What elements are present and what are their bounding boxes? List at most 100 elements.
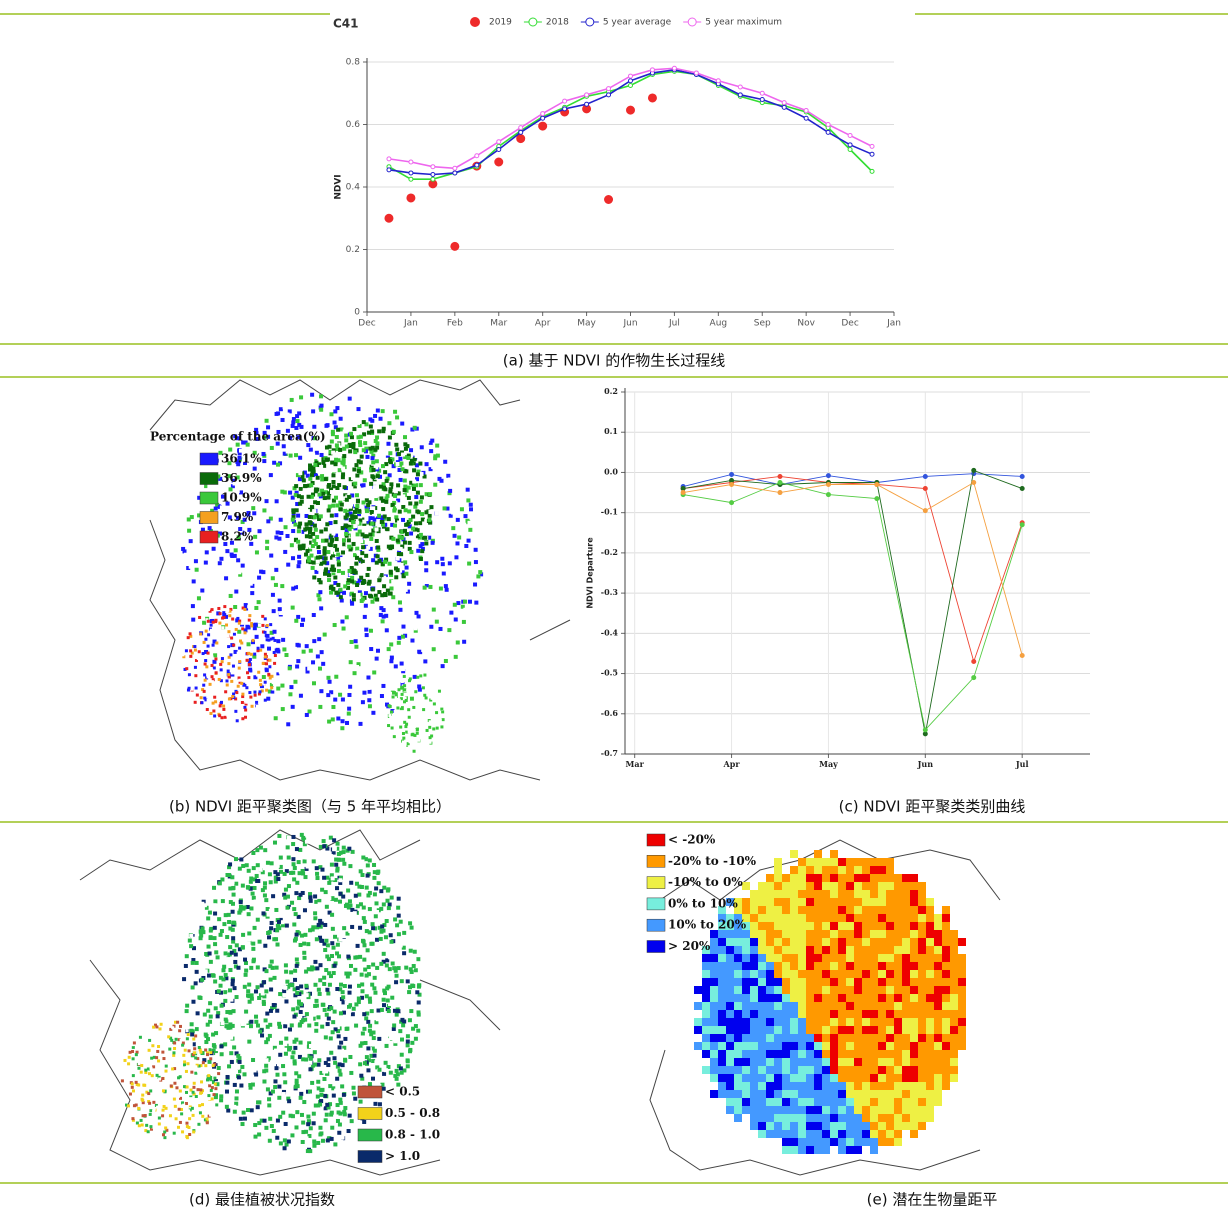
map-pixel xyxy=(321,1003,325,1007)
map-pixel xyxy=(291,420,295,424)
map-pixel xyxy=(235,691,238,694)
map-pixel xyxy=(189,649,192,652)
map-pixel xyxy=(389,933,393,937)
map-pixel xyxy=(347,1091,351,1095)
map-pixel xyxy=(774,1074,782,1082)
map-pixel xyxy=(774,1066,782,1074)
map-pixel xyxy=(894,1058,902,1066)
map-pixel xyxy=(429,449,433,453)
map-pixel xyxy=(381,529,385,533)
map-pixel xyxy=(300,623,304,627)
map-pixel xyxy=(427,518,431,522)
map-pixel xyxy=(406,522,410,526)
map-pixel xyxy=(430,549,434,553)
map-pixel xyxy=(251,947,255,951)
map-pixel xyxy=(315,455,319,459)
y-tick-label: -0.5 xyxy=(601,668,618,678)
map-pixel xyxy=(301,836,305,840)
map-pixel xyxy=(742,938,750,946)
map-pixel xyxy=(806,1090,814,1098)
map-pixel xyxy=(421,620,425,624)
map-pixel xyxy=(774,1122,782,1130)
map-pixel xyxy=(301,1121,305,1125)
map-pixel xyxy=(220,701,223,704)
map-pixel xyxy=(313,515,317,519)
map-pixel xyxy=(345,1001,349,1005)
map-pixel xyxy=(225,624,228,627)
map-pixel xyxy=(331,1030,335,1034)
map-pixel xyxy=(326,693,330,697)
map-pixel xyxy=(758,890,766,898)
map-pixel xyxy=(766,1066,774,1074)
map-pixel xyxy=(830,914,838,922)
map-pixel xyxy=(798,1034,806,1042)
map-pixel xyxy=(453,603,457,607)
map-pixel xyxy=(408,716,411,719)
map-pixel xyxy=(293,866,297,870)
map-pixel xyxy=(414,483,418,487)
map-pixel xyxy=(456,601,460,605)
map-pixel xyxy=(375,938,379,942)
map-pixel xyxy=(291,857,295,861)
map-pixel xyxy=(189,944,193,948)
map-pixel xyxy=(329,591,333,595)
map-pixel xyxy=(262,452,266,456)
map-pixel xyxy=(292,877,296,881)
map-pixel xyxy=(846,994,854,1002)
map-pixel xyxy=(265,1012,269,1016)
map-pixel xyxy=(259,649,262,652)
map-pixel xyxy=(228,1011,232,1015)
map-pixel xyxy=(272,1129,276,1133)
map-pixel xyxy=(822,1050,830,1058)
map-pixel xyxy=(321,1139,325,1143)
map-pixel xyxy=(362,563,366,567)
map-pixel xyxy=(227,673,230,676)
map-pixel xyxy=(278,992,282,996)
map-pixel xyxy=(435,739,438,742)
map-pixel xyxy=(942,1058,950,1066)
map-pixel xyxy=(742,1026,750,1034)
map-pixel xyxy=(245,950,249,954)
map-pixel xyxy=(291,518,295,522)
map-pixel xyxy=(364,1016,368,1020)
map-pixel xyxy=(766,1082,774,1090)
map-pixel xyxy=(455,541,459,545)
map-pixel xyxy=(296,1006,300,1010)
map-pixel xyxy=(175,1117,178,1120)
map-pixel xyxy=(894,1074,902,1082)
map-pixel xyxy=(341,858,345,862)
map-pixel xyxy=(335,667,339,671)
map-pixel xyxy=(381,619,385,623)
map-pixel xyxy=(926,906,934,914)
map-pixel xyxy=(718,1034,726,1042)
map-pixel xyxy=(798,1074,806,1082)
map-pixel xyxy=(822,1082,830,1090)
map-pixel xyxy=(397,914,401,918)
map-pixel xyxy=(814,1018,822,1026)
map-pixel xyxy=(469,507,473,511)
map-pixel xyxy=(305,856,309,860)
map-pixel xyxy=(377,668,381,672)
data-point xyxy=(387,168,391,172)
map-pixel xyxy=(451,511,455,515)
map-pixel xyxy=(360,551,364,555)
map-pixel xyxy=(331,927,335,931)
map-pixel xyxy=(790,898,798,906)
map-pixel xyxy=(718,970,726,978)
map-pixel xyxy=(902,874,910,882)
map-pixel xyxy=(368,858,372,862)
legend-label: -10% to 0% xyxy=(668,875,743,889)
map-pixel xyxy=(862,1002,870,1010)
map-pixel xyxy=(368,891,372,895)
map-pixel xyxy=(838,970,846,978)
map-pixel xyxy=(377,578,381,582)
map-pixel xyxy=(854,890,862,898)
map-pixel xyxy=(774,1010,782,1018)
map-pixel xyxy=(140,1071,143,1074)
map-pixel xyxy=(368,417,372,421)
map-pixel xyxy=(341,698,345,702)
map-pixel xyxy=(766,1090,774,1098)
map-pixel xyxy=(838,1066,846,1074)
map-pixel xyxy=(726,1042,734,1050)
